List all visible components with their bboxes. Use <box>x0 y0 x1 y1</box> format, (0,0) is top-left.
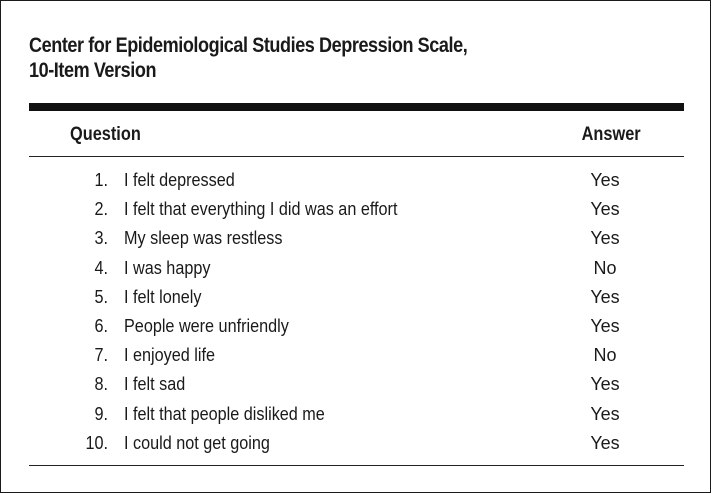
answer-value: Yes <box>590 374 620 395</box>
question-text: I felt sad <box>124 374 186 395</box>
question-number: 1. <box>94 170 108 190</box>
table-row: 3. My sleep was restless Yes <box>0 224 711 253</box>
question-number: 10. <box>85 432 108 453</box>
header-rule <box>29 103 684 111</box>
question-text: I felt that everything I did was an effo… <box>124 199 398 220</box>
question-list: 1. I felt depressed Yes 2. I felt that e… <box>0 166 711 458</box>
table-row: 4. I was happy No <box>0 254 711 283</box>
answer-value: Yes <box>590 403 620 424</box>
answer-value: Yes <box>590 432 620 453</box>
question-number: 2. <box>94 199 108 220</box>
answer-value: Yes <box>590 228 620 249</box>
question-number: 8. <box>94 374 108 395</box>
question-text: I could not get going <box>124 432 270 453</box>
question-text: I felt that people disliked me <box>124 403 325 424</box>
table-row: 10. I could not get going Yes <box>0 429 711 458</box>
table-bottom-rule <box>29 465 684 466</box>
question-number: 3. <box>94 228 108 249</box>
table-row: 9. I felt that people disliked me Yes <box>0 400 711 429</box>
question-text: My sleep was restless <box>124 228 283 249</box>
table-title-line-2: 10-Item Version <box>29 59 157 82</box>
column-header-rule <box>29 156 684 157</box>
question-text: I enjoyed life <box>124 345 215 366</box>
table-row: 1. I felt depressed Yes <box>0 166 711 195</box>
table-row: 5. I felt lonely Yes <box>0 283 711 312</box>
question-number: 6. <box>94 315 108 336</box>
table-title: Center for Epidemiological Studies Depre… <box>29 33 579 83</box>
question-number: 9. <box>94 403 108 424</box>
question-number: 7. <box>94 345 108 366</box>
table-row: 8. I felt sad Yes <box>0 370 711 399</box>
question-number: 5. <box>94 286 108 307</box>
question-number: 4. <box>94 257 108 278</box>
question-text: I felt depressed <box>124 170 235 190</box>
answer-value: Yes <box>590 170 620 190</box>
table-title-line-1: Center for Epidemiological Studies Depre… <box>29 34 468 57</box>
table-row: 2. I felt that everything I did was an e… <box>0 195 711 224</box>
question-column-header: Question <box>70 124 141 145</box>
answer-value: No <box>593 345 617 366</box>
question-text: I was happy <box>124 257 211 278</box>
question-text: I felt lonely <box>124 286 202 307</box>
answer-value: Yes <box>590 199 620 220</box>
question-text: People were unfriendly <box>124 315 289 336</box>
answer-value: Yes <box>590 286 620 307</box>
table-row: 6. People were unfriendly Yes <box>0 312 711 341</box>
answer-value: No <box>593 257 617 278</box>
table-row: 7. I enjoyed life No <box>0 341 711 370</box>
answer-value: Yes <box>590 315 620 336</box>
answer-column-header: Answer <box>581 124 641 145</box>
